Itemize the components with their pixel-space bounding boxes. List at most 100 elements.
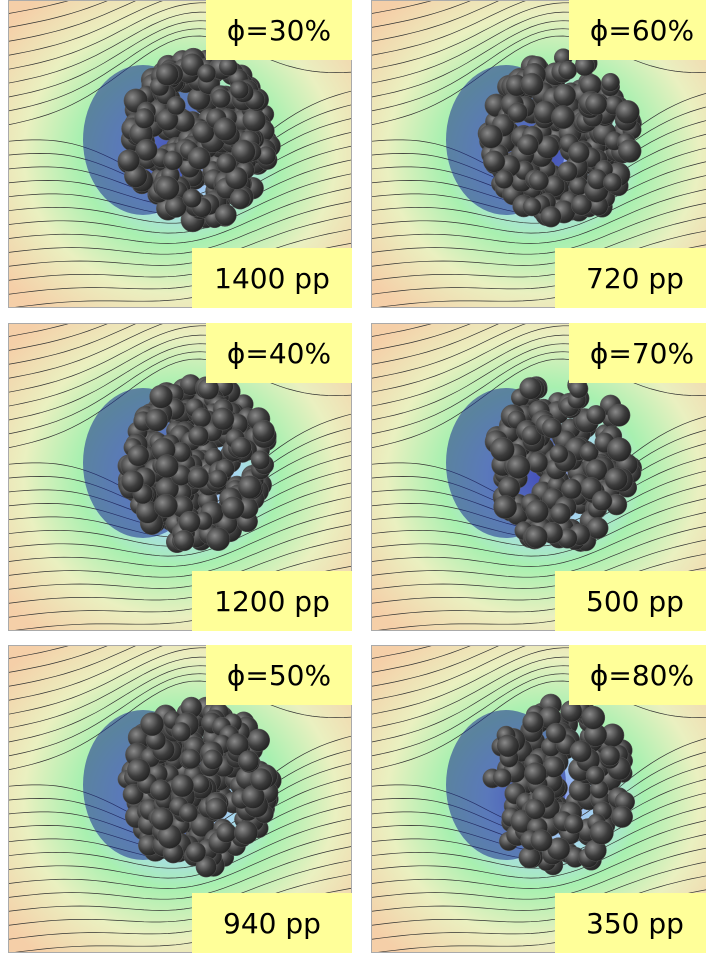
streamline — [371, 861, 706, 912]
streamline — [8, 0, 73, 14]
particle — [528, 170, 549, 191]
streamline — [8, 645, 139, 687]
particle — [525, 499, 549, 523]
particle — [208, 469, 228, 489]
particle — [579, 442, 599, 462]
particle — [149, 384, 174, 409]
particle — [170, 774, 195, 798]
streamline — [371, 833, 706, 889]
particle — [163, 150, 183, 171]
streamline — [8, 214, 352, 267]
count-label: 1200 pp — [192, 571, 352, 631]
particle — [237, 750, 260, 772]
particle — [166, 96, 186, 116]
streamline — [371, 875, 706, 926]
particle — [490, 437, 515, 462]
particle — [551, 105, 576, 130]
frame — [8, 323, 352, 631]
particle — [492, 768, 512, 788]
streamline — [8, 35, 352, 126]
streamline — [371, 175, 706, 234]
count-label: 720 pp — [555, 248, 706, 308]
streamline — [8, 323, 73, 337]
particle — [524, 798, 546, 820]
particle — [586, 405, 606, 425]
particle — [230, 436, 252, 458]
streamline — [371, 35, 706, 126]
particle — [182, 188, 202, 208]
streamline — [371, 820, 706, 879]
fraction-label: ϕ=80% — [569, 645, 706, 705]
frame — [371, 323, 706, 631]
streamline — [8, 496, 352, 557]
particle — [213, 117, 237, 141]
particle — [188, 425, 209, 447]
particle — [121, 469, 145, 493]
flow-image — [8, 323, 352, 631]
particle — [179, 803, 199, 823]
streamline — [8, 804, 352, 869]
particle — [561, 478, 582, 500]
streamline — [8, 323, 139, 365]
streamline — [8, 0, 139, 42]
particle — [603, 173, 623, 193]
fraction-label: ϕ=70% — [569, 323, 706, 383]
particle — [545, 722, 567, 744]
streamline — [371, 0, 474, 28]
particle — [517, 134, 539, 156]
streamline — [8, 201, 352, 255]
particle — [617, 139, 642, 163]
particle — [589, 820, 614, 845]
frame — [371, 0, 706, 308]
particle — [187, 467, 210, 489]
count-label: 1400 pp — [192, 248, 352, 308]
streamline — [8, 680, 352, 771]
particle — [525, 525, 548, 549]
particle — [496, 734, 520, 758]
streamline — [371, 202, 706, 255]
frame — [8, 645, 352, 953]
particle — [252, 419, 275, 443]
streamline — [8, 846, 352, 900]
particle — [211, 407, 235, 431]
streamline — [8, 832, 352, 889]
streamline — [371, 847, 706, 900]
particle — [563, 814, 584, 835]
streamline — [371, 358, 706, 449]
particle — [197, 64, 217, 83]
streamline — [8, 524, 352, 578]
particle — [522, 197, 542, 217]
particle — [506, 455, 531, 479]
particle — [242, 108, 267, 132]
frame — [371, 645, 706, 953]
particle — [155, 454, 179, 479]
particle — [607, 403, 631, 427]
count-label: 350 pp — [555, 893, 706, 953]
particle — [185, 842, 207, 863]
particle — [507, 102, 528, 123]
particle — [585, 765, 605, 785]
particle — [155, 62, 179, 86]
particle — [581, 705, 606, 730]
streamline — [8, 358, 352, 449]
flow-image — [8, 645, 352, 953]
panel: ϕ=40% 1200 pp — [8, 323, 352, 631]
particle — [206, 527, 231, 552]
particle — [606, 437, 632, 462]
particle — [520, 72, 544, 97]
streamline — [8, 159, 352, 224]
particle — [519, 377, 542, 400]
panel: ϕ=30% 1400 pp — [8, 0, 352, 308]
particle — [145, 408, 169, 432]
particle — [173, 530, 195, 552]
particle — [155, 175, 180, 201]
particle — [234, 820, 258, 845]
particle — [205, 797, 228, 820]
particle — [126, 758, 151, 783]
particle — [599, 745, 621, 767]
streamline — [371, 525, 706, 578]
particle — [530, 829, 553, 852]
streamline — [371, 553, 706, 604]
fraction-label: ϕ=30% — [206, 0, 352, 60]
particle — [180, 748, 202, 769]
